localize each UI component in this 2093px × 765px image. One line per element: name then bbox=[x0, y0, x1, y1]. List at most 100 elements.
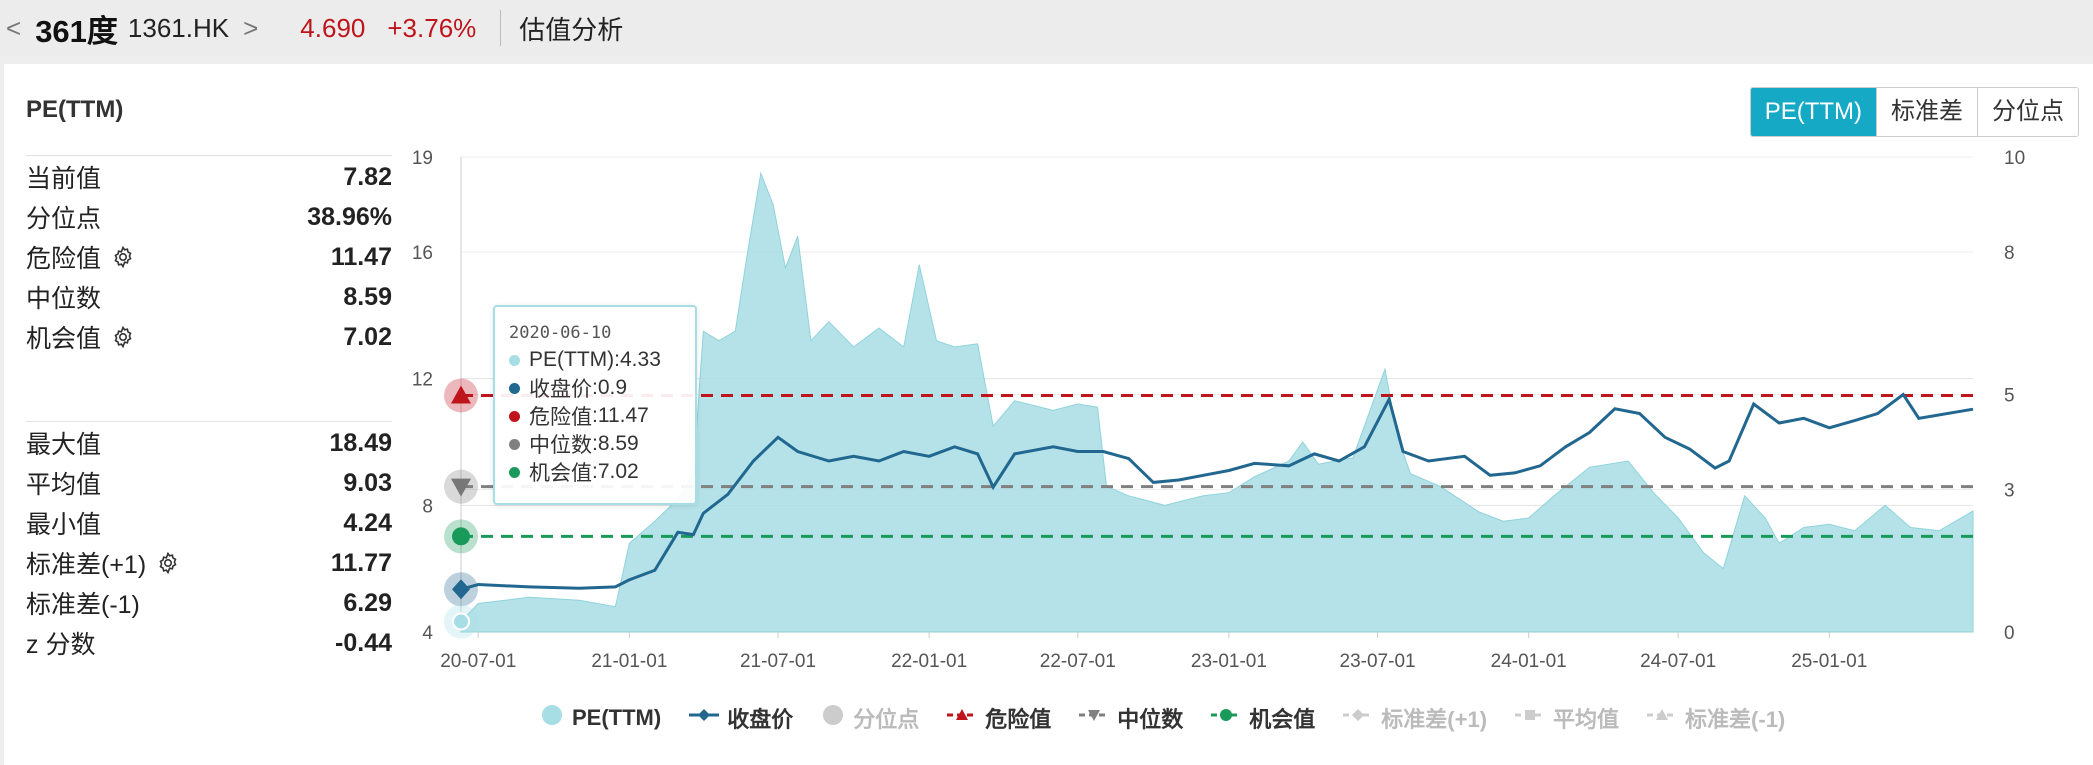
divider bbox=[500, 10, 502, 46]
series-dot-icon bbox=[509, 382, 520, 394]
tooltip-colon: : bbox=[592, 404, 598, 427]
tooltip-value: 7.02 bbox=[597, 460, 639, 483]
stat-value: 4.24 bbox=[343, 508, 392, 537]
legend-symbol-icon bbox=[1343, 703, 1374, 733]
stock-code: 1361.HK bbox=[127, 12, 230, 43]
x-tick-label: 25-01-01 bbox=[1791, 651, 1867, 672]
stats-top: 当前值 7.82 分位点 38.96% 危险值 11.47 中位数 8.59 机会值 7.02 bbox=[26, 157, 392, 357]
gear-icon[interactable] bbox=[111, 245, 135, 269]
stat-row: 危险值 11.47 bbox=[26, 237, 392, 277]
stat-value: 11.47 bbox=[330, 242, 392, 271]
tooltip-date: 2020-06-10 bbox=[509, 323, 612, 343]
tooltip-row: 收盘价: 0.9 bbox=[509, 376, 695, 401]
tooltip-label: 收盘价 bbox=[529, 378, 592, 401]
tooltip-label: 机会值 bbox=[529, 462, 592, 485]
series-close-line bbox=[460, 392, 1974, 591]
legend-symbol-icon bbox=[1647, 703, 1678, 733]
chevron-left-icon[interactable]: < bbox=[6, 12, 22, 43]
tab-std[interactable]: 标准差 bbox=[1876, 88, 1977, 136]
y-left-tick-label: 19 bbox=[412, 148, 433, 169]
x-tick-label: 21-07-01 bbox=[740, 651, 816, 672]
stat-label: 危险值 bbox=[26, 245, 102, 273]
tooltip-colon: : bbox=[592, 376, 598, 399]
pe-marker bbox=[452, 612, 470, 631]
metric-tabs: PE(TTM) 标准差 分位点 bbox=[1749, 87, 2079, 137]
legend-symbol-icon bbox=[1079, 703, 1110, 733]
series-dot-icon bbox=[509, 410, 520, 422]
legend-item[interactable]: 标准差(+1) bbox=[1343, 702, 1487, 734]
tooltip-colon: : bbox=[592, 432, 598, 455]
y-right-tick-label: 0 bbox=[2004, 623, 2015, 644]
tooltip-value: 0.9 bbox=[597, 376, 628, 399]
legend-item[interactable]: 机会值 bbox=[1211, 702, 1315, 734]
stat-label: z 分数 bbox=[26, 631, 96, 659]
tooltip-value: 11.47 bbox=[597, 404, 649, 427]
stat-label: 机会值 bbox=[26, 325, 102, 353]
stat-row: 最小值 4.24 bbox=[26, 503, 392, 543]
price-change: +3.76% bbox=[387, 12, 477, 43]
x-tick-label: 22-01-01 bbox=[891, 651, 967, 672]
stat-label: 最大值 bbox=[26, 431, 102, 459]
section-title: 估值分析 bbox=[519, 14, 624, 45]
stat-label: 标准差(+1) bbox=[26, 551, 147, 579]
legend-symbol-icon bbox=[821, 703, 845, 733]
tooltip-row: 机会值: 7.02 bbox=[509, 460, 695, 485]
legend-item[interactable]: 危险值 bbox=[947, 702, 1051, 734]
stat-label: 标准差(-1) bbox=[26, 591, 140, 619]
stat-row: 平均值 9.03 bbox=[26, 463, 392, 503]
legend-label: 机会值 bbox=[1249, 707, 1316, 732]
stat-value: 7.82 bbox=[343, 162, 392, 191]
stat-value: 6.29 bbox=[343, 588, 392, 617]
tooltip-label: PE(TTM) bbox=[529, 348, 615, 371]
gear-icon[interactable] bbox=[111, 325, 135, 349]
x-tick-label: 23-07-01 bbox=[1340, 651, 1416, 672]
stat-value: 18.49 bbox=[329, 428, 392, 457]
stat-row: 机会值 7.02 bbox=[26, 317, 392, 357]
x-tick-label: 23-01-01 bbox=[1191, 651, 1267, 672]
stat-value: 11.77 bbox=[330, 548, 392, 577]
chart-tooltip: 2020-06-10 PE(TTM): 4.33 收盘价: 0.9 危险值: 11.… bbox=[493, 305, 697, 505]
y-left-tick-label: 8 bbox=[422, 496, 433, 517]
tooltip-value: 4.33 bbox=[620, 348, 661, 371]
legend-label: 标准差(-1) bbox=[1685, 707, 1786, 732]
x-tick-label: 21-01-01 bbox=[591, 651, 667, 672]
chevron-right-icon[interactable]: > bbox=[243, 12, 259, 43]
stat-row: 分位点 38.96% bbox=[26, 197, 392, 237]
legend-item[interactable]: 中位数 bbox=[1079, 702, 1183, 734]
legend-symbol-icon bbox=[947, 703, 978, 733]
stat-label: 分位点 bbox=[26, 205, 102, 233]
danger-marker bbox=[451, 385, 471, 404]
tab-percentile[interactable]: 分位点 bbox=[1977, 88, 2078, 136]
stat-row: 当前值 7.82 bbox=[26, 157, 392, 197]
legend-label: PE(TTM) bbox=[572, 705, 662, 730]
stat-value: 7.02 bbox=[343, 322, 392, 351]
stat-row: 标准差(+1) 11.77 bbox=[26, 543, 392, 583]
tooltip-row: 危险值: 11.47 bbox=[509, 404, 695, 429]
tooltip-label: 危险值 bbox=[529, 406, 592, 429]
legend-item[interactable]: 平均值 bbox=[1515, 702, 1619, 734]
legend-item[interactable]: PE(TTM) bbox=[540, 703, 661, 733]
y-left-tick-label: 16 bbox=[412, 243, 433, 264]
legend-label: 危险值 bbox=[985, 707, 1052, 732]
legend-label: 分位点 bbox=[853, 707, 920, 732]
y-right-tick-label: 8 bbox=[2004, 243, 2015, 264]
stat-label: 当前值 bbox=[26, 165, 102, 193]
chart-legend: PE(TTM) 收盘价 分位点 危险值 中位数 机会值 标准差(+1) 平均值 标准差(-1) bbox=[540, 702, 1813, 734]
series-dot-icon bbox=[509, 438, 520, 450]
x-tick-label: 24-07-01 bbox=[1640, 651, 1716, 672]
divider bbox=[26, 421, 392, 422]
stat-value: 9.03 bbox=[343, 468, 392, 497]
tooltip-label: 中位数 bbox=[529, 434, 592, 457]
stat-row: 标准差(-1) 6.29 bbox=[26, 583, 392, 623]
legend-item[interactable]: 收盘价 bbox=[689, 702, 793, 734]
stock-name: 361度 bbox=[35, 13, 118, 49]
gear-icon[interactable] bbox=[156, 551, 180, 575]
y-right-tick-label: 3 bbox=[2004, 481, 2015, 502]
legend-item[interactable]: 标准差(-1) bbox=[1647, 702, 1785, 734]
stock-price: 4.690 bbox=[300, 12, 366, 43]
legend-label: 收盘价 bbox=[727, 707, 794, 732]
series-dot-icon bbox=[509, 354, 520, 366]
legend-item[interactable]: 分位点 bbox=[821, 702, 919, 734]
tab-pe[interactable]: PE(TTM) bbox=[1750, 88, 1876, 136]
legend-symbol-icon bbox=[1211, 703, 1242, 733]
